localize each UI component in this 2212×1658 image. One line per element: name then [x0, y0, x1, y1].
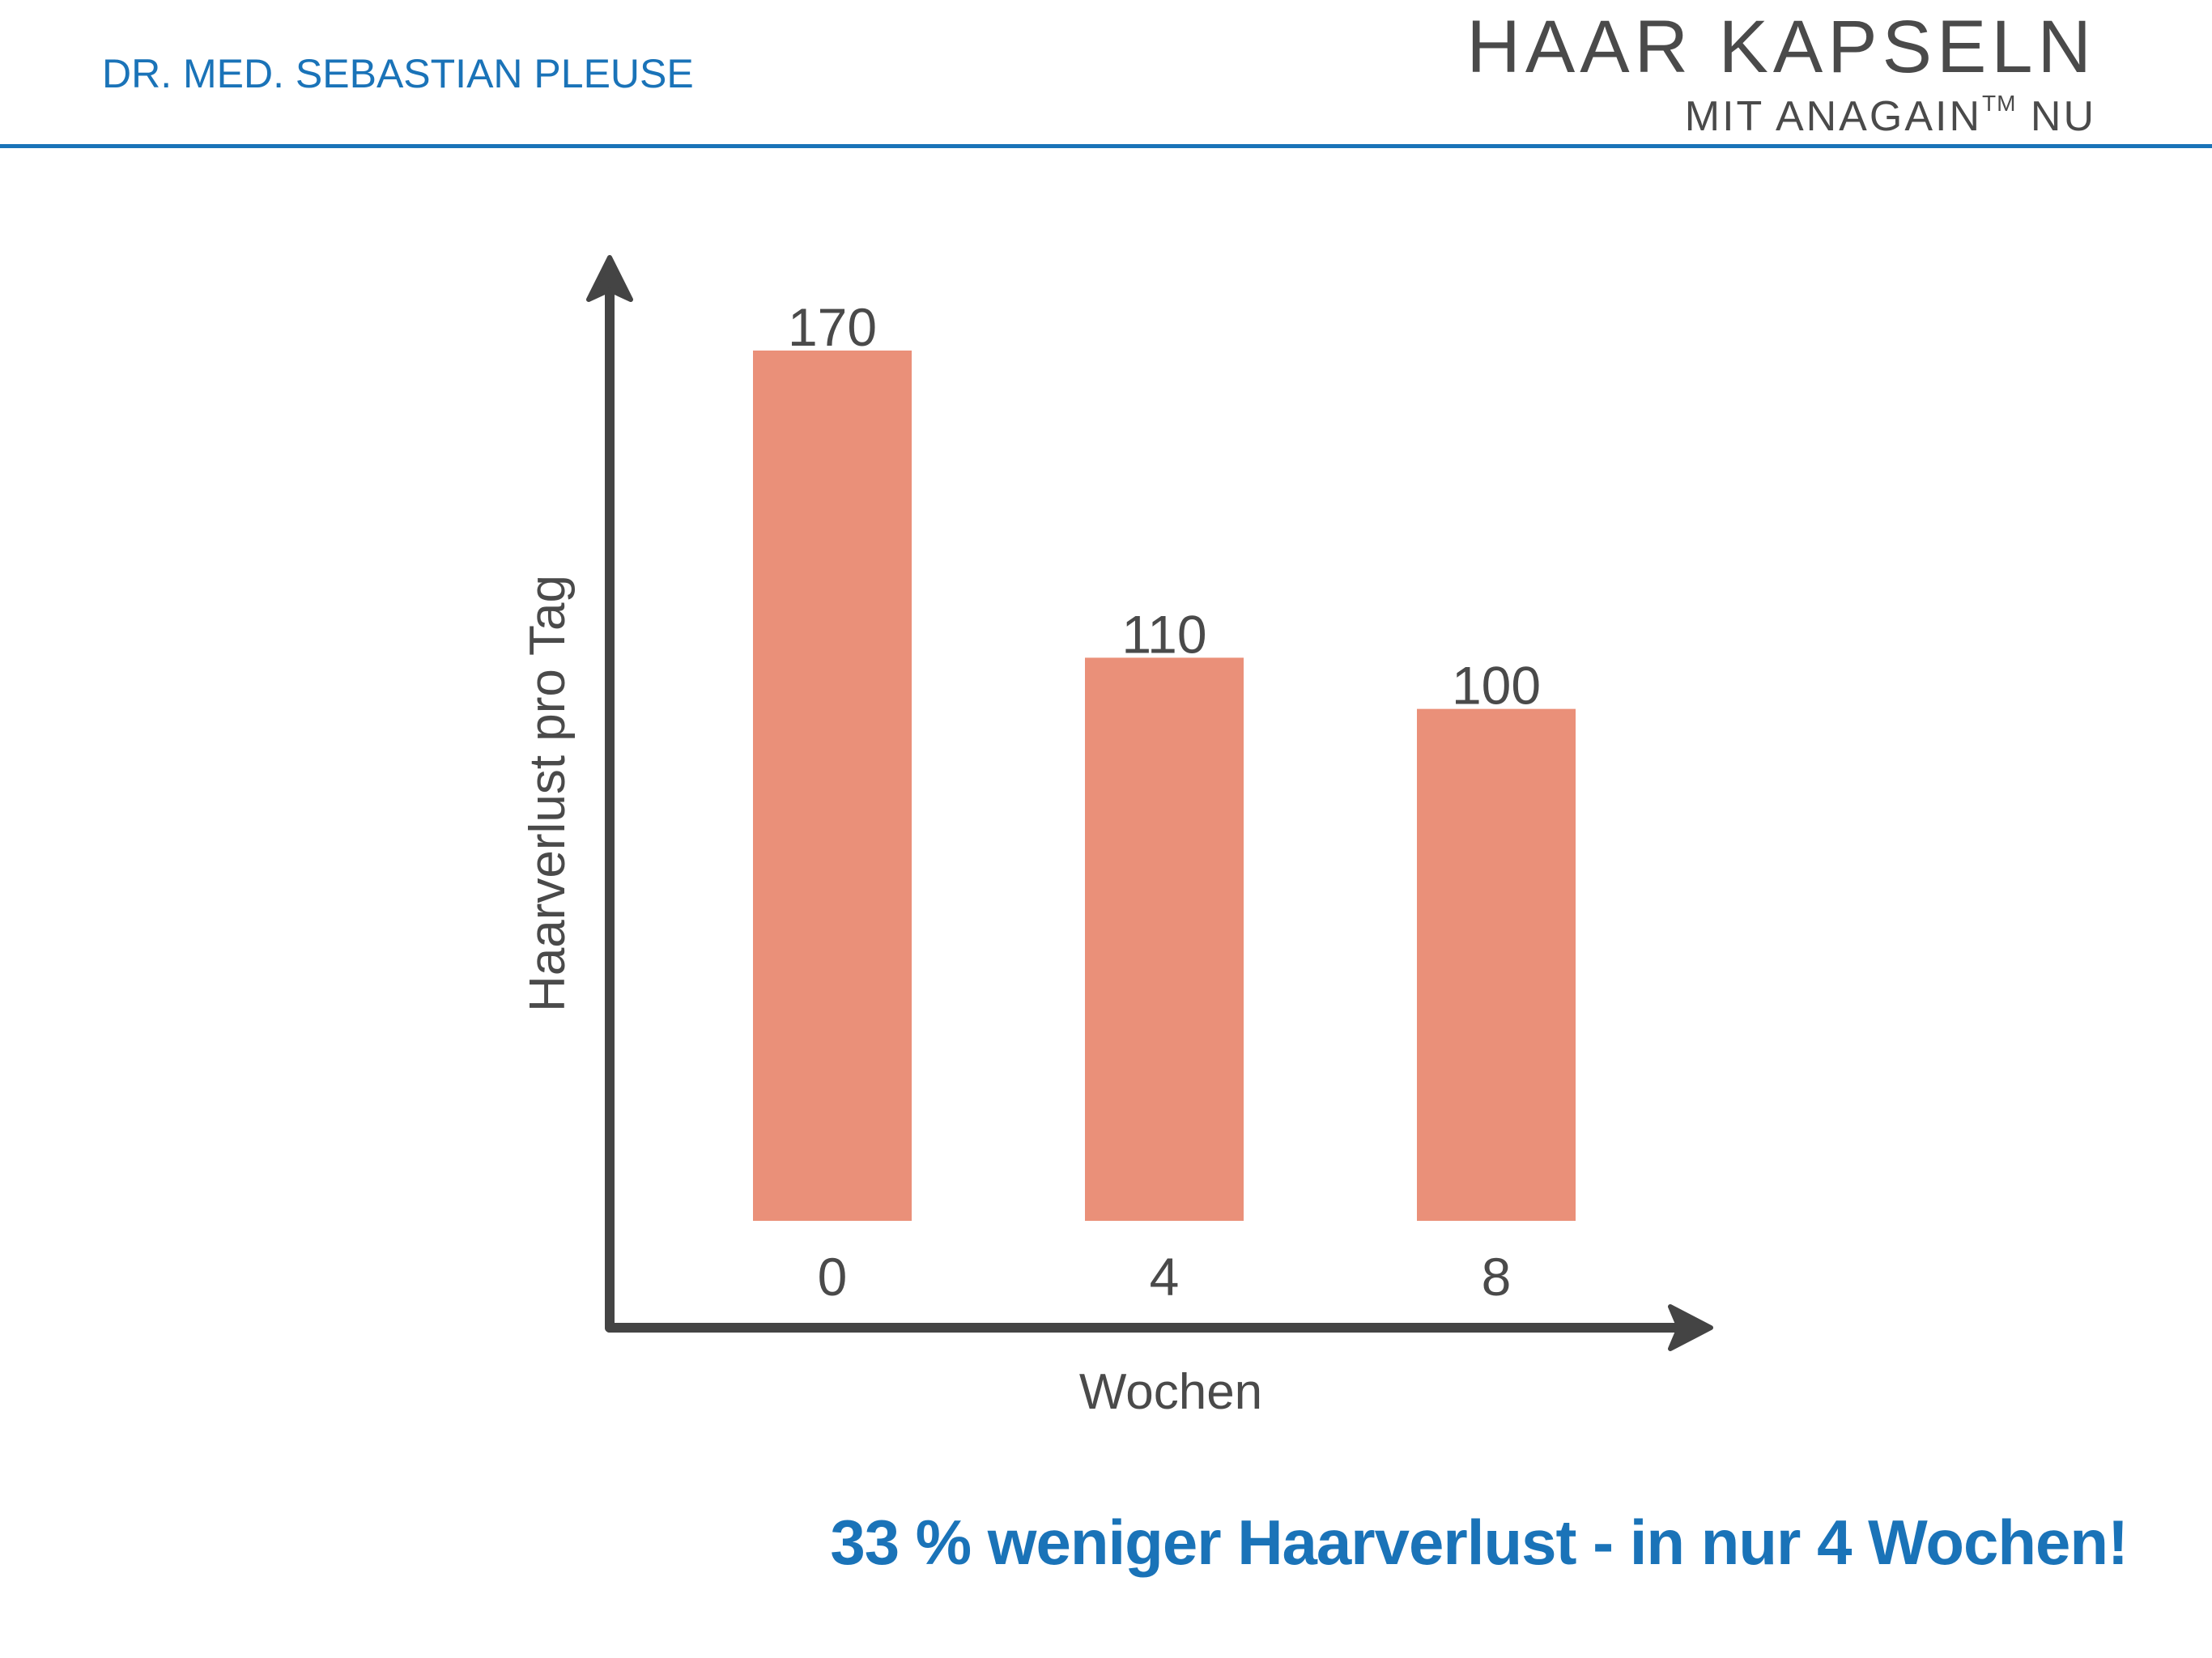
data-label-week-0: 170 [788, 297, 877, 357]
y-axis-arrow-icon [586, 255, 633, 302]
brand-subtitle: MIT ANAGAINTM NU [1685, 91, 2096, 141]
x-axis-title: Wochen [1079, 1364, 1262, 1420]
labels-layer: 170 0 110 4 100 8 [788, 297, 1541, 1307]
brand-subtitle-main: MIT ANAGAIN [1684, 93, 1982, 140]
author-name: DR. MED. SEBASTIAN PLEUSE [102, 51, 694, 96]
data-label-week-8: 100 [1452, 656, 1541, 716]
headline-claim: 33 % weniger Haarverlust - in nur 4 Woch… [830, 1507, 2129, 1578]
brand-subtitle-suffix: NU [2016, 93, 2096, 140]
brand-subtitle-trademark: TM [1982, 91, 2017, 116]
x-axis-arrow-icon [1668, 1304, 1713, 1351]
y-axis-title: Haarverlust pro Tag [520, 575, 576, 1012]
brand-title: HAAR KAPSELN [1466, 6, 2096, 88]
bar-week-8 [1417, 708, 1576, 1221]
x-tick-label-0: 0 [818, 1247, 848, 1307]
bar-week-4 [1085, 657, 1244, 1221]
data-label-week-4: 110 [1121, 604, 1206, 664]
bars-layer [753, 351, 1576, 1221]
x-tick-label-4: 4 [1150, 1247, 1180, 1307]
bar-week-0 [753, 351, 912, 1221]
header-divider [0, 144, 2212, 148]
x-tick-label-8: 8 [1482, 1247, 1512, 1307]
axes-layer [586, 255, 1713, 1351]
